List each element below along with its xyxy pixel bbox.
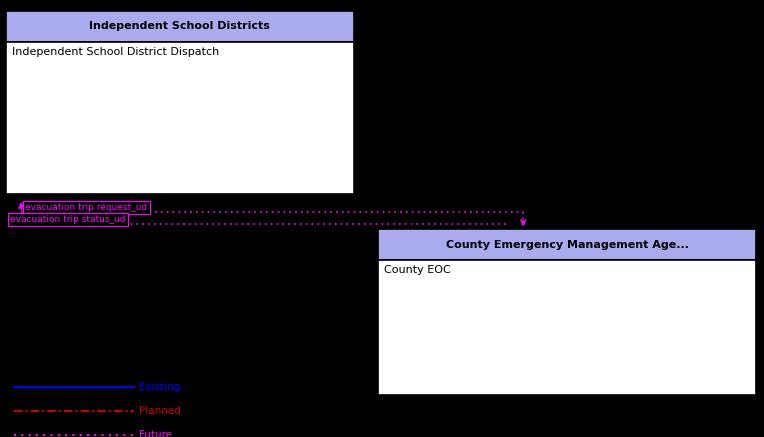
Text: County Emergency Management Age...: County Emergency Management Age... xyxy=(445,240,689,250)
Bar xyxy=(6,42,354,194)
Text: County EOC: County EOC xyxy=(384,265,451,275)
Text: evacuation trip request_ud: evacuation trip request_ud xyxy=(25,203,147,212)
Bar xyxy=(378,260,756,395)
Text: Independent School Districts: Independent School Districts xyxy=(89,21,270,31)
Bar xyxy=(6,11,354,42)
Text: evacuation trip status_ud: evacuation trip status_ud xyxy=(10,215,125,224)
Text: Existing: Existing xyxy=(139,382,180,392)
Bar xyxy=(378,229,756,260)
Text: Planned: Planned xyxy=(139,406,181,416)
Text: Independent School District Dispatch: Independent School District Dispatch xyxy=(12,47,219,57)
Text: Future: Future xyxy=(139,430,172,437)
